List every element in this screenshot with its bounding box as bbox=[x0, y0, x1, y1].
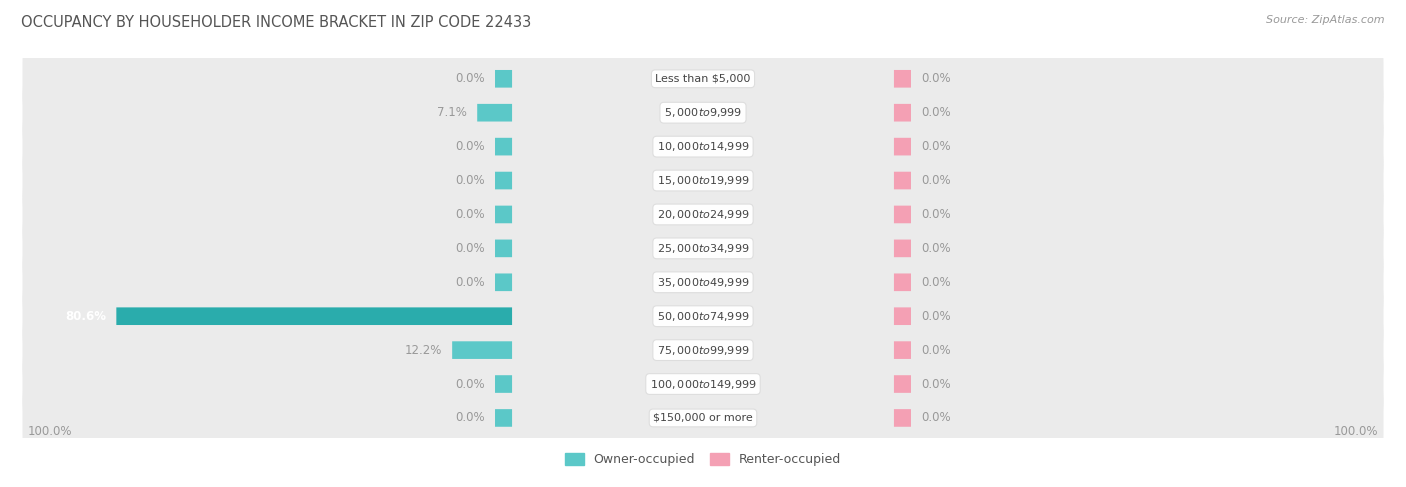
FancyBboxPatch shape bbox=[894, 138, 911, 155]
Text: 0.0%: 0.0% bbox=[456, 276, 485, 289]
FancyBboxPatch shape bbox=[495, 206, 512, 223]
Text: Less than $5,000: Less than $5,000 bbox=[655, 74, 751, 84]
Legend: Owner-occupied, Renter-occupied: Owner-occupied, Renter-occupied bbox=[565, 453, 841, 466]
Text: 0.0%: 0.0% bbox=[921, 242, 950, 255]
Text: $150,000 or more: $150,000 or more bbox=[654, 413, 752, 423]
Text: $75,000 to $99,999: $75,000 to $99,999 bbox=[657, 344, 749, 356]
Text: 0.0%: 0.0% bbox=[456, 242, 485, 255]
FancyBboxPatch shape bbox=[22, 73, 1384, 153]
FancyBboxPatch shape bbox=[495, 409, 512, 427]
FancyBboxPatch shape bbox=[894, 172, 911, 189]
Text: 0.0%: 0.0% bbox=[456, 72, 485, 85]
Text: $100,000 to $149,999: $100,000 to $149,999 bbox=[650, 377, 756, 391]
FancyBboxPatch shape bbox=[495, 172, 512, 189]
Text: $25,000 to $34,999: $25,000 to $34,999 bbox=[657, 242, 749, 255]
FancyBboxPatch shape bbox=[894, 104, 911, 122]
Text: 0.0%: 0.0% bbox=[921, 140, 950, 153]
FancyBboxPatch shape bbox=[894, 307, 911, 325]
Text: $50,000 to $74,999: $50,000 to $74,999 bbox=[657, 310, 749, 323]
FancyBboxPatch shape bbox=[894, 70, 911, 88]
Text: 12.2%: 12.2% bbox=[405, 344, 441, 356]
FancyBboxPatch shape bbox=[22, 38, 1384, 119]
Text: 0.0%: 0.0% bbox=[921, 106, 950, 119]
FancyBboxPatch shape bbox=[22, 208, 1384, 289]
FancyBboxPatch shape bbox=[22, 310, 1384, 391]
FancyBboxPatch shape bbox=[22, 140, 1384, 221]
Text: $20,000 to $24,999: $20,000 to $24,999 bbox=[657, 208, 749, 221]
Text: $15,000 to $19,999: $15,000 to $19,999 bbox=[657, 174, 749, 187]
Text: 0.0%: 0.0% bbox=[921, 276, 950, 289]
FancyBboxPatch shape bbox=[894, 409, 911, 427]
FancyBboxPatch shape bbox=[22, 344, 1384, 424]
Text: $35,000 to $49,999: $35,000 to $49,999 bbox=[657, 276, 749, 289]
Text: 0.0%: 0.0% bbox=[921, 72, 950, 85]
Text: 0.0%: 0.0% bbox=[456, 208, 485, 221]
Text: 0.0%: 0.0% bbox=[456, 140, 485, 153]
FancyBboxPatch shape bbox=[22, 242, 1384, 323]
FancyBboxPatch shape bbox=[495, 375, 512, 393]
FancyBboxPatch shape bbox=[495, 138, 512, 155]
Text: 80.6%: 80.6% bbox=[65, 310, 105, 323]
FancyBboxPatch shape bbox=[894, 375, 911, 393]
FancyBboxPatch shape bbox=[453, 341, 512, 359]
Text: 0.0%: 0.0% bbox=[921, 208, 950, 221]
Text: Source: ZipAtlas.com: Source: ZipAtlas.com bbox=[1267, 15, 1385, 25]
Text: 0.0%: 0.0% bbox=[921, 310, 950, 323]
FancyBboxPatch shape bbox=[894, 274, 911, 291]
Text: 100.0%: 100.0% bbox=[1333, 425, 1378, 438]
Text: 0.0%: 0.0% bbox=[921, 344, 950, 356]
Text: $5,000 to $9,999: $5,000 to $9,999 bbox=[664, 106, 742, 119]
Text: 0.0%: 0.0% bbox=[921, 174, 950, 187]
FancyBboxPatch shape bbox=[894, 240, 911, 257]
Text: 0.0%: 0.0% bbox=[921, 377, 950, 391]
Text: 100.0%: 100.0% bbox=[28, 425, 73, 438]
Text: 0.0%: 0.0% bbox=[456, 412, 485, 425]
Text: OCCUPANCY BY HOUSEHOLDER INCOME BRACKET IN ZIP CODE 22433: OCCUPANCY BY HOUSEHOLDER INCOME BRACKET … bbox=[21, 15, 531, 30]
FancyBboxPatch shape bbox=[894, 341, 911, 359]
FancyBboxPatch shape bbox=[495, 274, 512, 291]
FancyBboxPatch shape bbox=[495, 240, 512, 257]
FancyBboxPatch shape bbox=[22, 106, 1384, 187]
Text: 0.0%: 0.0% bbox=[456, 377, 485, 391]
FancyBboxPatch shape bbox=[22, 174, 1384, 255]
FancyBboxPatch shape bbox=[117, 307, 512, 325]
FancyBboxPatch shape bbox=[22, 377, 1384, 458]
FancyBboxPatch shape bbox=[477, 104, 512, 122]
Text: 7.1%: 7.1% bbox=[437, 106, 467, 119]
FancyBboxPatch shape bbox=[894, 206, 911, 223]
FancyBboxPatch shape bbox=[22, 276, 1384, 356]
Text: $10,000 to $14,999: $10,000 to $14,999 bbox=[657, 140, 749, 153]
Text: 0.0%: 0.0% bbox=[921, 412, 950, 425]
Text: 0.0%: 0.0% bbox=[456, 174, 485, 187]
FancyBboxPatch shape bbox=[495, 70, 512, 88]
